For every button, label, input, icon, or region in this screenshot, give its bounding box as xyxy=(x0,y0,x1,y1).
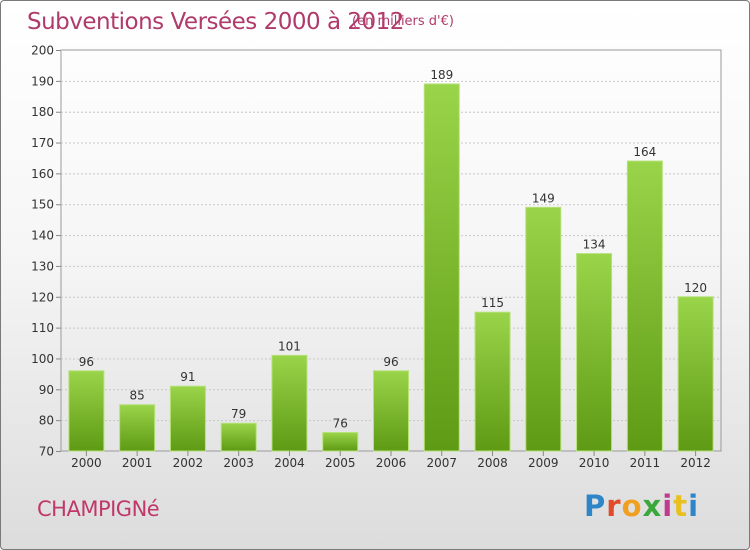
bar-2010 xyxy=(576,253,613,452)
x-tick-label-2003: 2003 xyxy=(223,456,254,470)
data-label-2010: 134 xyxy=(583,238,606,252)
data-label-2000: 96 xyxy=(79,355,94,369)
y-tick-label: 190 xyxy=(31,74,54,88)
bar-2005 xyxy=(322,431,359,452)
x-tick-label-2012: 2012 xyxy=(680,456,711,470)
data-label-2008: 115 xyxy=(481,296,504,310)
data-label-2006: 96 xyxy=(383,355,398,369)
y-tick-label: 180 xyxy=(31,105,54,119)
y-tick-label: 150 xyxy=(31,198,54,212)
data-label-2002: 91 xyxy=(180,370,195,384)
y-tick-label: 130 xyxy=(31,259,54,273)
proxiti-logo: Proxiti xyxy=(584,489,700,523)
bar-2011 xyxy=(626,160,663,452)
data-label-2005: 76 xyxy=(333,416,348,430)
bar-2001 xyxy=(119,404,156,452)
y-tick-label: 110 xyxy=(31,321,54,335)
x-tick-label-2010: 2010 xyxy=(579,456,610,470)
bar-2003 xyxy=(220,422,257,452)
x-tick-label-2005: 2005 xyxy=(325,456,356,470)
y-tick-label: 140 xyxy=(31,229,54,243)
data-label-2007: 189 xyxy=(430,68,453,82)
data-label-2003: 79 xyxy=(231,407,246,421)
x-tick-label-2004: 2004 xyxy=(274,456,305,470)
x-tick-label-2001: 2001 xyxy=(122,456,153,470)
chart-title: Subventions Versées 2000 à 2012 xyxy=(27,9,404,35)
data-label-2004: 101 xyxy=(278,339,301,353)
bar-2002 xyxy=(169,385,206,452)
bar-2006 xyxy=(373,370,409,452)
data-label-2012: 120 xyxy=(684,281,707,295)
chart-subtitle: (en milliers d'€) xyxy=(352,14,454,29)
bar-2012 xyxy=(677,296,714,452)
x-tick-label-2002: 2002 xyxy=(173,456,204,470)
bar-2000 xyxy=(68,370,105,452)
bar-2007 xyxy=(423,83,460,452)
y-tick-label: 160 xyxy=(31,167,54,181)
y-tick-label: 80 xyxy=(39,414,54,428)
data-label-2001: 85 xyxy=(130,389,145,403)
data-label-2011: 164 xyxy=(633,145,656,159)
bar-2008 xyxy=(474,311,511,452)
x-tick-label-2006: 2006 xyxy=(376,456,407,470)
y-tick-label: 70 xyxy=(39,445,54,459)
x-tick-label-2011: 2011 xyxy=(630,456,661,470)
y-tick-label: 200 xyxy=(31,44,54,58)
y-tick-label: 100 xyxy=(31,352,54,366)
commune-name: CHAMPIGNé xyxy=(37,497,160,521)
x-tick-label-2007: 2007 xyxy=(426,456,457,470)
y-tick-label: 170 xyxy=(31,136,54,150)
y-tick-label: 90 xyxy=(39,383,54,397)
x-tick-label-2008: 2008 xyxy=(477,456,508,470)
x-tick-label-2009: 2009 xyxy=(528,456,559,470)
bar-2009 xyxy=(525,206,562,452)
y-tick-label: 120 xyxy=(31,290,54,304)
x-tick-label-2000: 2000 xyxy=(71,456,102,470)
bar-2004 xyxy=(271,354,308,452)
data-label-2009: 149 xyxy=(532,191,555,205)
